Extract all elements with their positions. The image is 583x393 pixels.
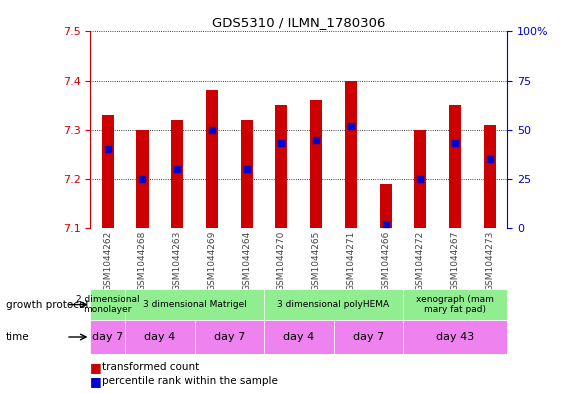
Text: day 43: day 43 [436,332,474,342]
Title: GDS5310 / ILMN_1780306: GDS5310 / ILMN_1780306 [212,16,385,29]
Text: GSM1044270: GSM1044270 [277,231,286,291]
Bar [310,100,322,228]
Text: GSM1044262: GSM1044262 [103,231,113,291]
Text: GSM1044264: GSM1044264 [242,231,251,291]
Text: GSM1044263: GSM1044263 [173,231,182,291]
Bar [403,320,507,354]
Bar [484,125,496,228]
Point [208,127,217,133]
Text: day 7: day 7 [92,332,124,342]
Text: 3 dimensional polyHEMA: 3 dimensional polyHEMA [278,300,389,309]
Text: transformed count: transformed count [102,362,199,373]
Point [277,140,286,147]
Text: ■: ■ [90,361,102,374]
Bar [403,289,507,320]
Text: day 7: day 7 [353,332,384,342]
Text: growth protocol: growth protocol [6,299,88,310]
Point [416,176,425,182]
Point [242,166,251,172]
Bar [264,289,403,320]
Text: GSM1044271: GSM1044271 [346,231,356,291]
Bar [195,320,264,354]
Text: 2 dimensional
monolayer: 2 dimensional monolayer [76,295,139,314]
Text: time: time [6,332,30,342]
Text: xenograph (mam
mary fat pad): xenograph (mam mary fat pad) [416,295,494,314]
Bar [415,130,426,228]
Point [451,140,460,147]
Text: 3 dimensional Matrigel: 3 dimensional Matrigel [143,300,247,309]
Bar [125,289,264,320]
Bar [241,120,253,228]
Point [381,221,390,227]
Bar [171,120,183,228]
Point [103,146,113,152]
Text: GSM1044267: GSM1044267 [451,231,459,291]
Bar [380,184,392,228]
Text: GSM1044273: GSM1044273 [485,231,494,291]
Point [311,136,321,143]
Point [346,123,356,129]
Text: GSM1044269: GSM1044269 [208,231,216,291]
Point [173,166,182,172]
Bar [90,320,125,354]
Bar [449,105,461,228]
Bar [206,90,218,228]
Bar [136,130,149,228]
Text: GSM1044265: GSM1044265 [312,231,321,291]
Text: day 4: day 4 [144,332,175,342]
Bar [275,105,287,228]
Bar [333,320,403,354]
Text: GSM1044266: GSM1044266 [381,231,390,291]
Text: ■: ■ [90,375,102,388]
Bar [125,320,195,354]
Text: GSM1044272: GSM1044272 [416,231,425,291]
Bar [90,289,125,320]
Text: day 7: day 7 [214,332,245,342]
Text: percentile rank within the sample: percentile rank within the sample [102,376,278,386]
Bar [264,320,333,354]
Point [485,156,494,162]
Point [138,176,147,182]
Text: day 4: day 4 [283,332,314,342]
Text: GSM1044268: GSM1044268 [138,231,147,291]
Bar [345,81,357,228]
Bar [101,115,114,228]
